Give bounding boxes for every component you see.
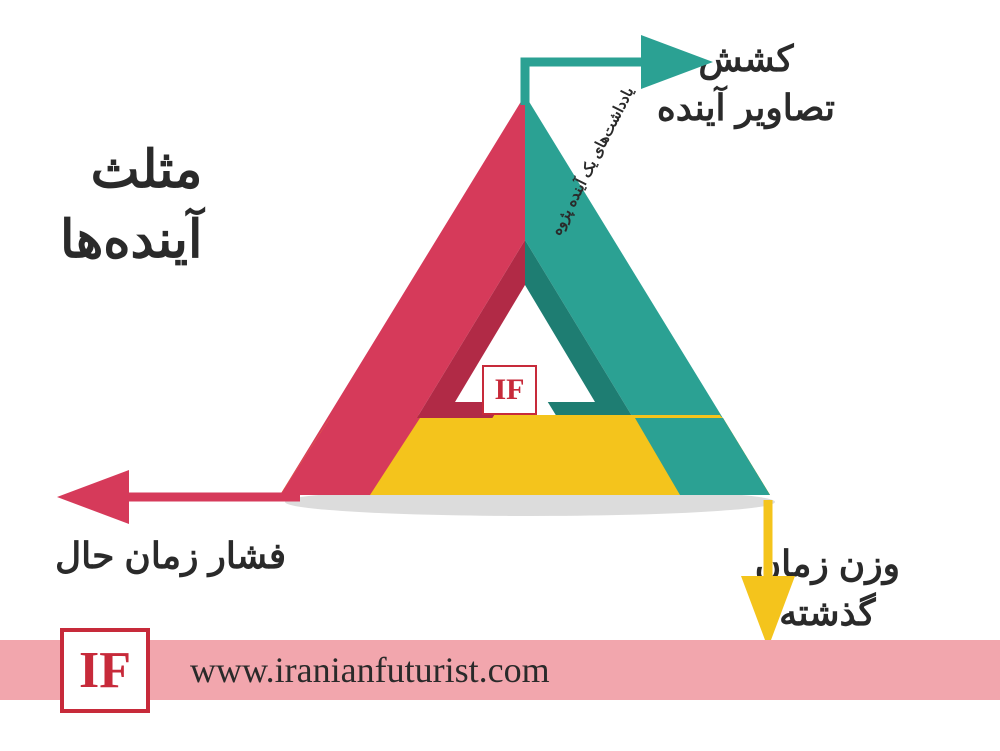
center-logo-text: IF [495,373,525,407]
top-line1: کشش [657,35,835,84]
main-title: مثلث آینده‌ها [60,135,202,275]
footer-logo-badge: IF [60,628,150,713]
vertex-label-left: فشار زمان حال [55,535,286,577]
footer-url: www.iranianfuturist.com [190,649,550,691]
right-line1: وزن زمان [755,540,900,589]
center-logo-badge: IF [482,365,537,415]
title-line2: آینده‌ها [60,205,202,275]
futures-triangle [260,80,790,510]
vertex-label-right: وزن زمان گذشته [755,540,900,637]
footer: IF www.iranianfuturist.com [0,640,1000,700]
title-line1: مثلث [60,135,202,205]
right-line2: گذشته [755,589,900,638]
footer-logo-text: IF [79,641,131,700]
